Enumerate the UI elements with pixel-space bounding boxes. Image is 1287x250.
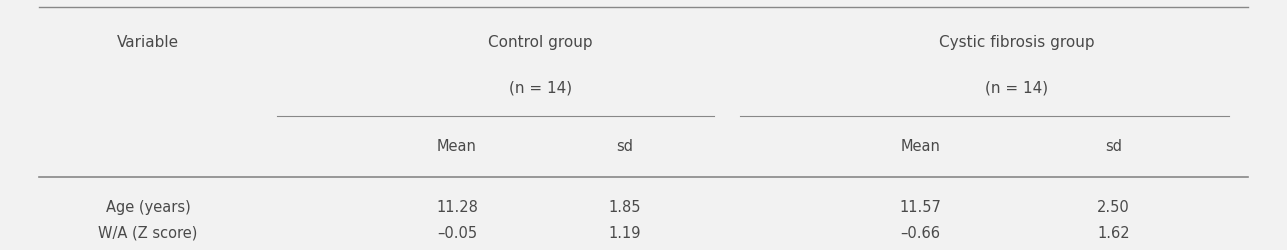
Text: sd: sd xyxy=(1104,139,1122,154)
Text: Mean: Mean xyxy=(901,139,940,154)
Text: (n = 14): (n = 14) xyxy=(508,80,573,95)
Text: Control group: Control group xyxy=(488,35,593,50)
Text: Mean: Mean xyxy=(438,139,476,154)
Text: 1.85: 1.85 xyxy=(607,199,641,214)
Text: sd: sd xyxy=(615,139,633,154)
Text: –0.66: –0.66 xyxy=(900,225,941,240)
Text: Cystic fibrosis group: Cystic fibrosis group xyxy=(940,35,1094,50)
Text: (n = 14): (n = 14) xyxy=(985,80,1049,95)
Text: 11.28: 11.28 xyxy=(436,199,477,214)
Text: 11.57: 11.57 xyxy=(900,199,941,214)
Text: 1.19: 1.19 xyxy=(607,225,641,240)
Text: –0.05: –0.05 xyxy=(436,225,477,240)
Text: Variable: Variable xyxy=(117,35,179,50)
Text: W/A (Z score): W/A (Z score) xyxy=(98,225,198,240)
Text: 1.62: 1.62 xyxy=(1097,225,1130,240)
Text: Age (years): Age (years) xyxy=(106,199,190,214)
Text: 2.50: 2.50 xyxy=(1097,199,1130,214)
